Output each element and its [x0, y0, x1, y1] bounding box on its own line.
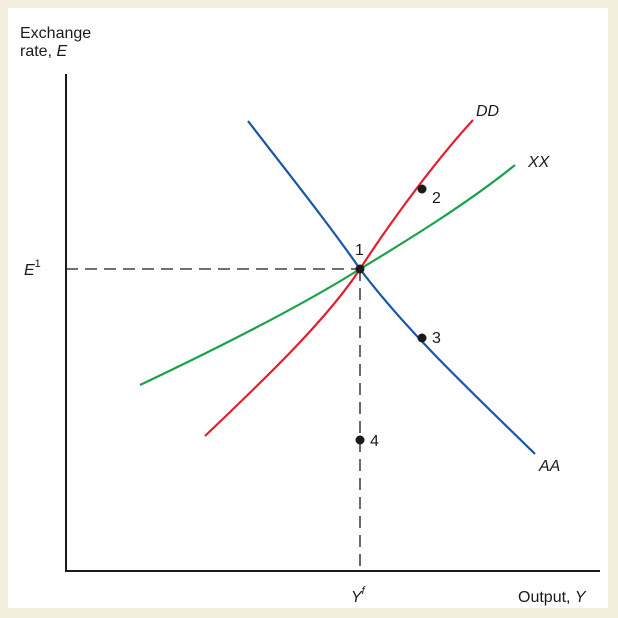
yf-base: Y — [351, 589, 363, 606]
dd-label: DD — [476, 103, 500, 120]
yf-label: Yf — [351, 585, 366, 606]
point-4-label: 4 — [370, 433, 379, 450]
point-2-dot — [417, 184, 427, 194]
x-axis-label-prefix: Output, — [518, 589, 575, 606]
y-axis-label-var: E — [56, 43, 67, 60]
diagram-svg: 1 2 3 4 DD XX AA Exchange rate, E E1 Yf … — [20, 25, 600, 606]
y-axis-label-prefix: rate, — [20, 43, 56, 60]
e1-base: E — [24, 262, 35, 279]
point-1-dot — [355, 264, 365, 274]
y-axis-label-line2: rate, E — [20, 43, 67, 60]
e1-sup: 1 — [35, 258, 41, 270]
x-axis-label: Output, Y — [518, 589, 587, 606]
aa-label: AA — [538, 458, 560, 475]
aa-curve — [247, 120, 536, 455]
point-1-label: 1 — [355, 242, 364, 259]
point-4-dot — [355, 435, 365, 445]
yf-sup: f — [362, 585, 366, 597]
point-2-label: 2 — [432, 190, 441, 207]
e1-label: E1 — [24, 258, 41, 279]
dd-curve — [204, 119, 474, 437]
xx-label: XX — [527, 154, 551, 171]
point-3-dot — [417, 333, 427, 343]
xx-curve — [139, 164, 516, 386]
diagram-panel: 1 2 3 4 DD XX AA Exchange rate, E E1 Yf … — [8, 8, 608, 608]
x-axis-label-var: Y — [575, 589, 587, 606]
y-axis-label-line1: Exchange — [20, 25, 91, 42]
point-3-label: 3 — [432, 330, 441, 347]
